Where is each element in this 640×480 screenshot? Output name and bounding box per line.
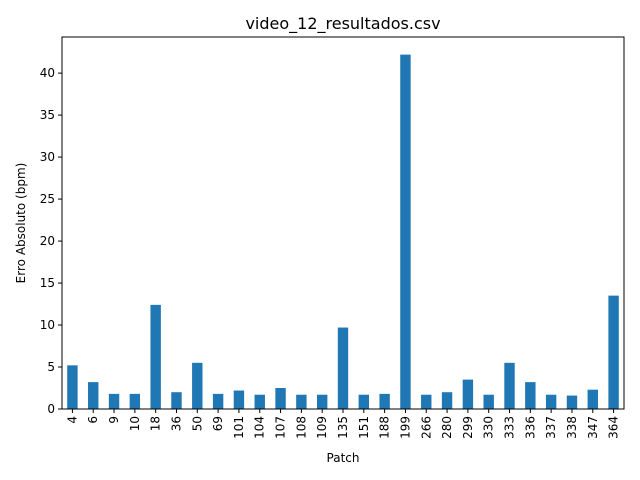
plot-frame	[61, 36, 625, 410]
bars-group	[67, 54, 619, 410]
x-tick-label: 188	[378, 416, 392, 439]
x-tick-label: 299	[461, 416, 475, 439]
bar-patch-188	[379, 393, 390, 409]
x-tick-label: 280	[440, 416, 454, 439]
bar-patch-338	[566, 395, 578, 409]
bar-patch-36	[171, 392, 182, 409]
x-tick-label: 337	[544, 416, 558, 439]
x-tick-label: 338	[565, 416, 579, 439]
y-tick-label: 0	[47, 402, 55, 416]
bar-patch-9	[108, 393, 120, 409]
x-tick-label: 107	[274, 416, 288, 439]
x-tick-label: 36	[169, 416, 183, 431]
x-tick-label: 333	[503, 416, 517, 439]
x-tick-label: 18	[149, 416, 163, 431]
y-tick-label: 30	[40, 150, 55, 164]
bar-patch-151	[358, 394, 370, 409]
bar-patch-4	[67, 365, 78, 409]
x-axis: 4 6 9 10 18 36 50 69 101 104 107 108 109 135 151 188 199…	[65, 409, 621, 439]
y-axis: 0 5 10 15 20 25 30 35 40	[40, 66, 62, 416]
x-tick-label: 330	[482, 416, 496, 439]
bar-patch-6	[88, 382, 99, 409]
x-tick-label: 101	[232, 416, 246, 439]
x-axis-label: Patch	[327, 451, 360, 465]
bar-patch-299	[462, 379, 474, 409]
bar-patch-104	[254, 394, 265, 409]
x-tick-label: 108	[294, 416, 308, 439]
y-tick-label: 20	[40, 234, 55, 248]
y-tick-label: 35	[40, 108, 55, 122]
x-tick-label: 6	[86, 416, 100, 424]
bar-patch-337	[545, 394, 557, 409]
chart-title: video_12_resultados.csv	[245, 14, 440, 34]
bar-patch-280	[441, 392, 453, 409]
bar-patch-333	[504, 362, 515, 409]
bar-patch-18	[150, 304, 161, 409]
bar-patch-330	[483, 394, 494, 409]
x-tick-label: 104	[253, 416, 267, 439]
x-tick-label: 69	[211, 416, 225, 431]
y-tick-label: 10	[40, 318, 55, 332]
bar-patch-199	[400, 54, 411, 410]
bar-patch-109	[316, 394, 328, 409]
y-tick-label: 25	[40, 192, 55, 206]
y-axis-label: Erro Absoluto (bpm)	[14, 163, 28, 284]
x-tick-label: 336	[523, 416, 537, 439]
bar-patch-347	[587, 389, 598, 409]
x-tick-label: 4	[65, 416, 79, 424]
bar-patch-364	[608, 295, 619, 409]
y-tick-label: 40	[40, 66, 55, 80]
x-tick-label: 364	[607, 416, 621, 439]
bar-patch-108	[296, 394, 307, 409]
x-tick-label: 135	[336, 416, 350, 439]
bar-patch-101	[233, 390, 245, 409]
bar-patch-266	[421, 394, 432, 409]
x-tick-label: 266	[419, 416, 433, 439]
x-tick-label: 10	[128, 416, 142, 431]
bar-patch-10	[129, 393, 141, 409]
x-tick-label: 50	[190, 416, 204, 431]
x-tick-label: 109	[315, 416, 329, 439]
x-tick-label: 347	[586, 416, 600, 439]
bar-patch-336	[525, 382, 536, 409]
bar-patch-135	[337, 327, 349, 409]
y-tick-label: 15	[40, 276, 55, 290]
bar-patch-50	[192, 362, 203, 409]
y-tick-label: 5	[47, 360, 55, 374]
x-tick-label: 151	[357, 416, 371, 439]
x-tick-label: 9	[107, 416, 121, 424]
x-tick-label: 199	[398, 416, 412, 439]
bar-patch-107	[275, 388, 286, 409]
bar-patch-69	[212, 393, 224, 409]
